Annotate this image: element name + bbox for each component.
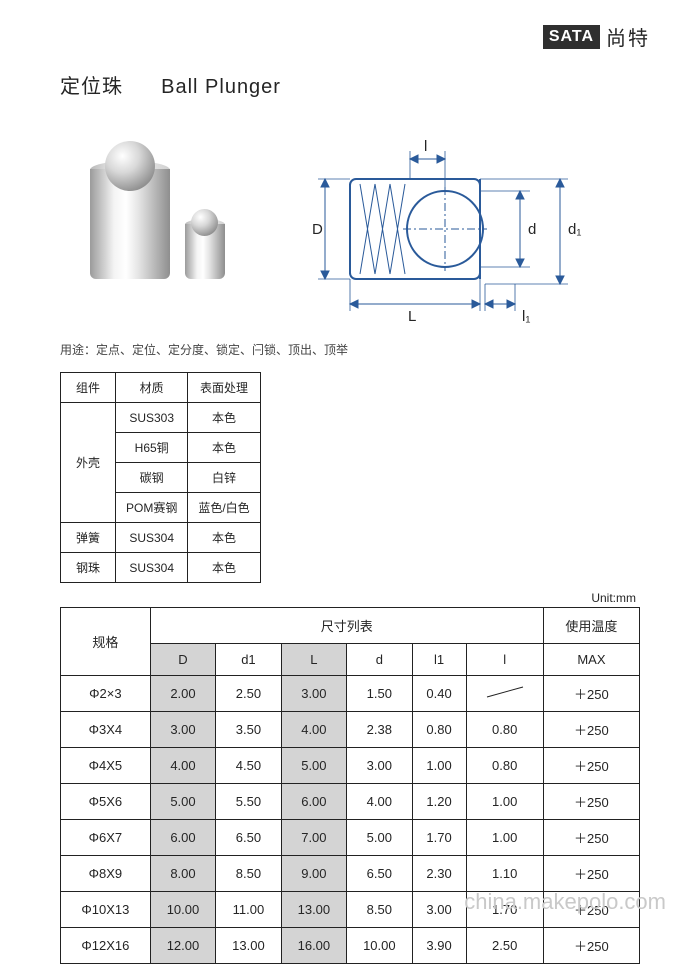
table-row: Φ8X98.008.509.006.502.301.10＋250 (61, 856, 640, 892)
table-row: Φ5X65.005.506.004.001.201.00＋250 (61, 784, 640, 820)
table-row: Φ4X54.004.505.003.001.000.80＋250 (61, 748, 640, 784)
technical-diagram: D L d d₁ l l₁ (290, 129, 590, 329)
logo-text: 尚特 (606, 22, 650, 51)
title-cn: 定位珠 (60, 76, 123, 98)
dim-d: d (528, 221, 536, 238)
mat-h-material: 材质 (116, 373, 188, 403)
table-row: Φ3X43.003.504.002.380.800.80＋250 (61, 712, 640, 748)
page-title: 定位珠 Ball Plunger (60, 70, 640, 99)
col-temp: 使用温度 (543, 608, 639, 644)
unit-label: Unit:mm (60, 591, 640, 605)
watermark: china.makepolo.com (464, 889, 666, 915)
dim-l: l (424, 138, 427, 155)
product-photo (60, 129, 250, 299)
table-row: Φ12X1612.0013.0016.0010.003.902.50＋250 (61, 928, 640, 964)
mat-h-component: 组件 (61, 373, 116, 403)
col-spec: 规格 (61, 608, 151, 676)
col-group: 尺寸列表 (150, 608, 543, 644)
dim-d1: d₁ (568, 221, 581, 238)
logo-badge: SATA (543, 25, 600, 49)
dim-L: L (408, 308, 416, 325)
mat-h-finish: 表面处理 (188, 373, 260, 403)
brand-logo: SATA 尚特 (543, 22, 650, 51)
material-table: 组件 材质 表面处理 外壳 SUS303本色 H65铜本色 碳钢白锌 POM赛钢… (60, 372, 261, 583)
mat-shell: 外壳 (61, 403, 116, 523)
title-en: Ball Plunger (161, 76, 281, 98)
table-row: Φ6X76.006.507.005.001.701.00＋250 (61, 820, 640, 856)
table-row: Φ2×32.002.503.001.500.40＋250 (61, 676, 640, 712)
usage-text: 用途：定点、定位、定分度、锁定、闩锁、顶出、顶举 (60, 341, 640, 358)
dim-l1: l₁ (522, 308, 530, 325)
dim-D: D (312, 221, 323, 238)
col-max: MAX (543, 644, 639, 676)
